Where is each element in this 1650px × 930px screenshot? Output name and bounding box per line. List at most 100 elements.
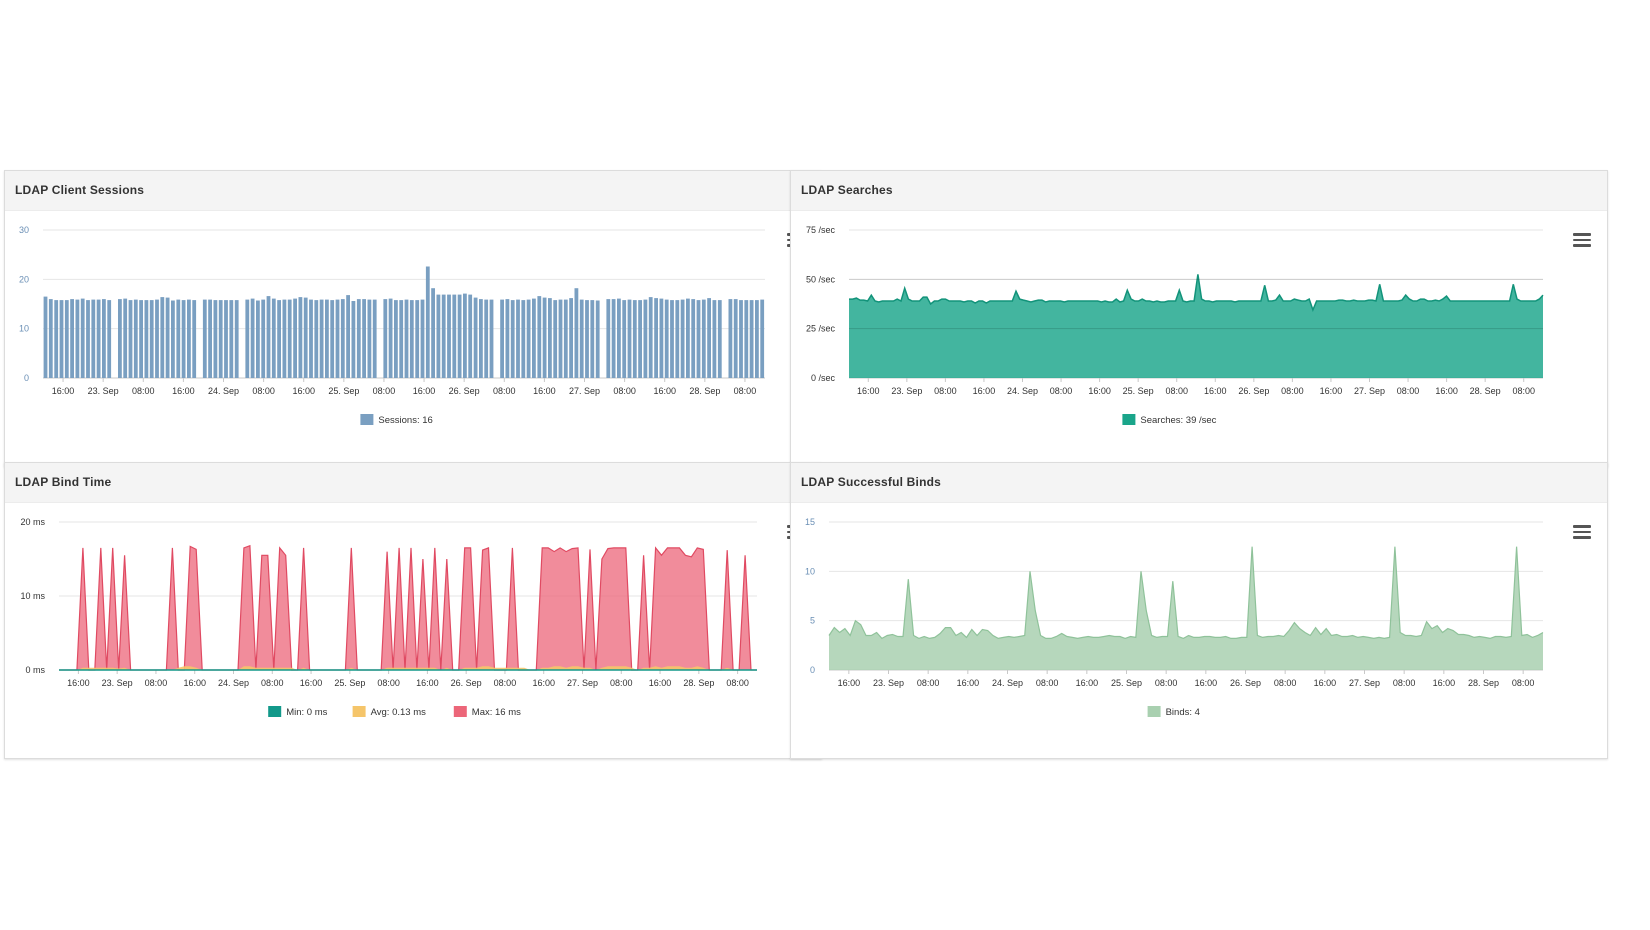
session-bar: [686, 298, 690, 378]
session-bar: [160, 297, 165, 378]
session-bar: [171, 300, 175, 378]
legend-swatch: [360, 414, 374, 425]
session-bar: [208, 299, 212, 378]
x-tick-label: 16:00: [183, 678, 206, 688]
x-tick-label: 08:00: [613, 386, 636, 396]
session-bar: [266, 296, 271, 378]
x-tick-label: 08:00: [1512, 678, 1535, 688]
session-bar: [595, 300, 600, 378]
session-bar: [234, 300, 239, 378]
session-bar: [176, 299, 181, 378]
session-bar: [447, 294, 451, 378]
session-bar: [733, 299, 738, 378]
session-bar: [516, 299, 520, 378]
y-tick-label: 0: [24, 373, 29, 383]
panel-title: LDAP Bind Time: [5, 463, 821, 503]
searches-chart: 0 /sec 25 /sec 50 /sec 75 /sec 16:00 23. Sep 0…: [806, 225, 1544, 426]
chart-menu-icon[interactable]: [1573, 525, 1591, 539]
session-bar: [229, 300, 234, 378]
session-bar: [139, 300, 143, 378]
session-bar: [309, 299, 313, 378]
x-tick-label: 08:00: [1036, 678, 1059, 688]
successful-binds-chart: 0 5 10 15 16:00 23. Sep 08:00 16:00 24. Sep 08:00…: [805, 517, 1544, 718]
session-bar: [558, 299, 563, 378]
session-bar: [54, 300, 59, 378]
session-bar: [298, 297, 303, 378]
x-tick-label: 08:00: [734, 386, 757, 396]
session-bar: [728, 299, 733, 378]
session-bar: [526, 299, 531, 378]
session-bar: [755, 300, 759, 378]
session-bar: [245, 299, 250, 378]
x-tick-label: 08:00: [252, 386, 275, 396]
session-bar: [712, 300, 717, 378]
session-bar: [590, 300, 595, 378]
y-tick-label: 20 ms: [20, 517, 45, 527]
session-bar: [505, 299, 510, 378]
x-tick-label: 26. Sep: [449, 386, 480, 396]
x-tick-label: 08:00: [377, 678, 400, 688]
session-bar: [362, 299, 366, 378]
session-bar: [436, 294, 441, 378]
session-bar: [123, 298, 128, 378]
session-bar: [739, 300, 743, 378]
session-bar: [277, 300, 281, 378]
x-tick-label: 08:00: [145, 678, 168, 688]
session-bar: [659, 298, 664, 378]
session-bar: [622, 300, 627, 378]
session-bar: [627, 299, 632, 378]
y-tick-label: 0: [810, 665, 815, 675]
panel-title: LDAP Successful Binds: [791, 463, 1607, 503]
x-tick-label: 24. Sep: [218, 678, 249, 688]
session-bar: [351, 301, 356, 378]
session-bar: [638, 300, 642, 378]
session-bar: [86, 300, 90, 378]
session-bar: [457, 294, 462, 378]
x-tick-label: 27. Sep: [569, 386, 600, 396]
session-bar: [404, 299, 409, 378]
y-tick-label: 30: [19, 225, 29, 235]
x-tick-label: 16:00: [1433, 678, 1456, 688]
legend-label: Avg: 0.13 ms: [371, 707, 427, 718]
binds-area: [829, 546, 1543, 670]
x-tick-label: 16:00: [857, 386, 880, 396]
x-tick-label: 08:00: [1281, 386, 1304, 396]
session-bar: [696, 300, 701, 378]
session-bar: [606, 299, 611, 378]
chart-menu-icon[interactable]: [1573, 233, 1591, 247]
legend-label: Binds: 4: [1166, 707, 1200, 718]
x-tick-label: 16:00: [52, 386, 75, 396]
binds-line: [828, 546, 1544, 640]
x-tick-label: 24. Sep: [208, 386, 239, 396]
session-bar: [680, 299, 685, 378]
session-bar: [64, 300, 69, 378]
session-bar: [91, 299, 96, 378]
session-bar: [325, 299, 329, 378]
x-tick-label: 28. Sep: [689, 386, 720, 396]
session-bar: [202, 299, 207, 378]
legend-swatch: [268, 706, 282, 717]
session-bar: [670, 300, 674, 378]
session-bar: [335, 299, 340, 378]
session-bar: [314, 300, 319, 378]
x-tick-label: 25. Sep: [1123, 386, 1154, 396]
session-bar: [399, 300, 404, 378]
y-tick-label: 50 /sec: [806, 274, 836, 284]
session-bar: [149, 300, 154, 378]
session-bar: [574, 288, 579, 378]
x-tick-label: 08:00: [1397, 386, 1420, 396]
session-bar: [367, 299, 372, 378]
max-line: [59, 544, 757, 671]
session-bar: [664, 299, 669, 378]
panel-title: LDAP Searches: [791, 171, 1607, 211]
x-tick-label: 27. Sep: [567, 678, 598, 688]
legend-swatch: [1147, 706, 1161, 717]
searches-line: [849, 274, 1544, 313]
x-tick-label: 16:00: [973, 386, 996, 396]
x-tick-label: 08:00: [373, 386, 396, 396]
session-bar: [468, 294, 473, 378]
x-tick-label: 24. Sep: [1007, 386, 1038, 396]
session-bar: [760, 299, 765, 378]
session-bar: [96, 299, 101, 378]
session-bar: [187, 299, 191, 378]
